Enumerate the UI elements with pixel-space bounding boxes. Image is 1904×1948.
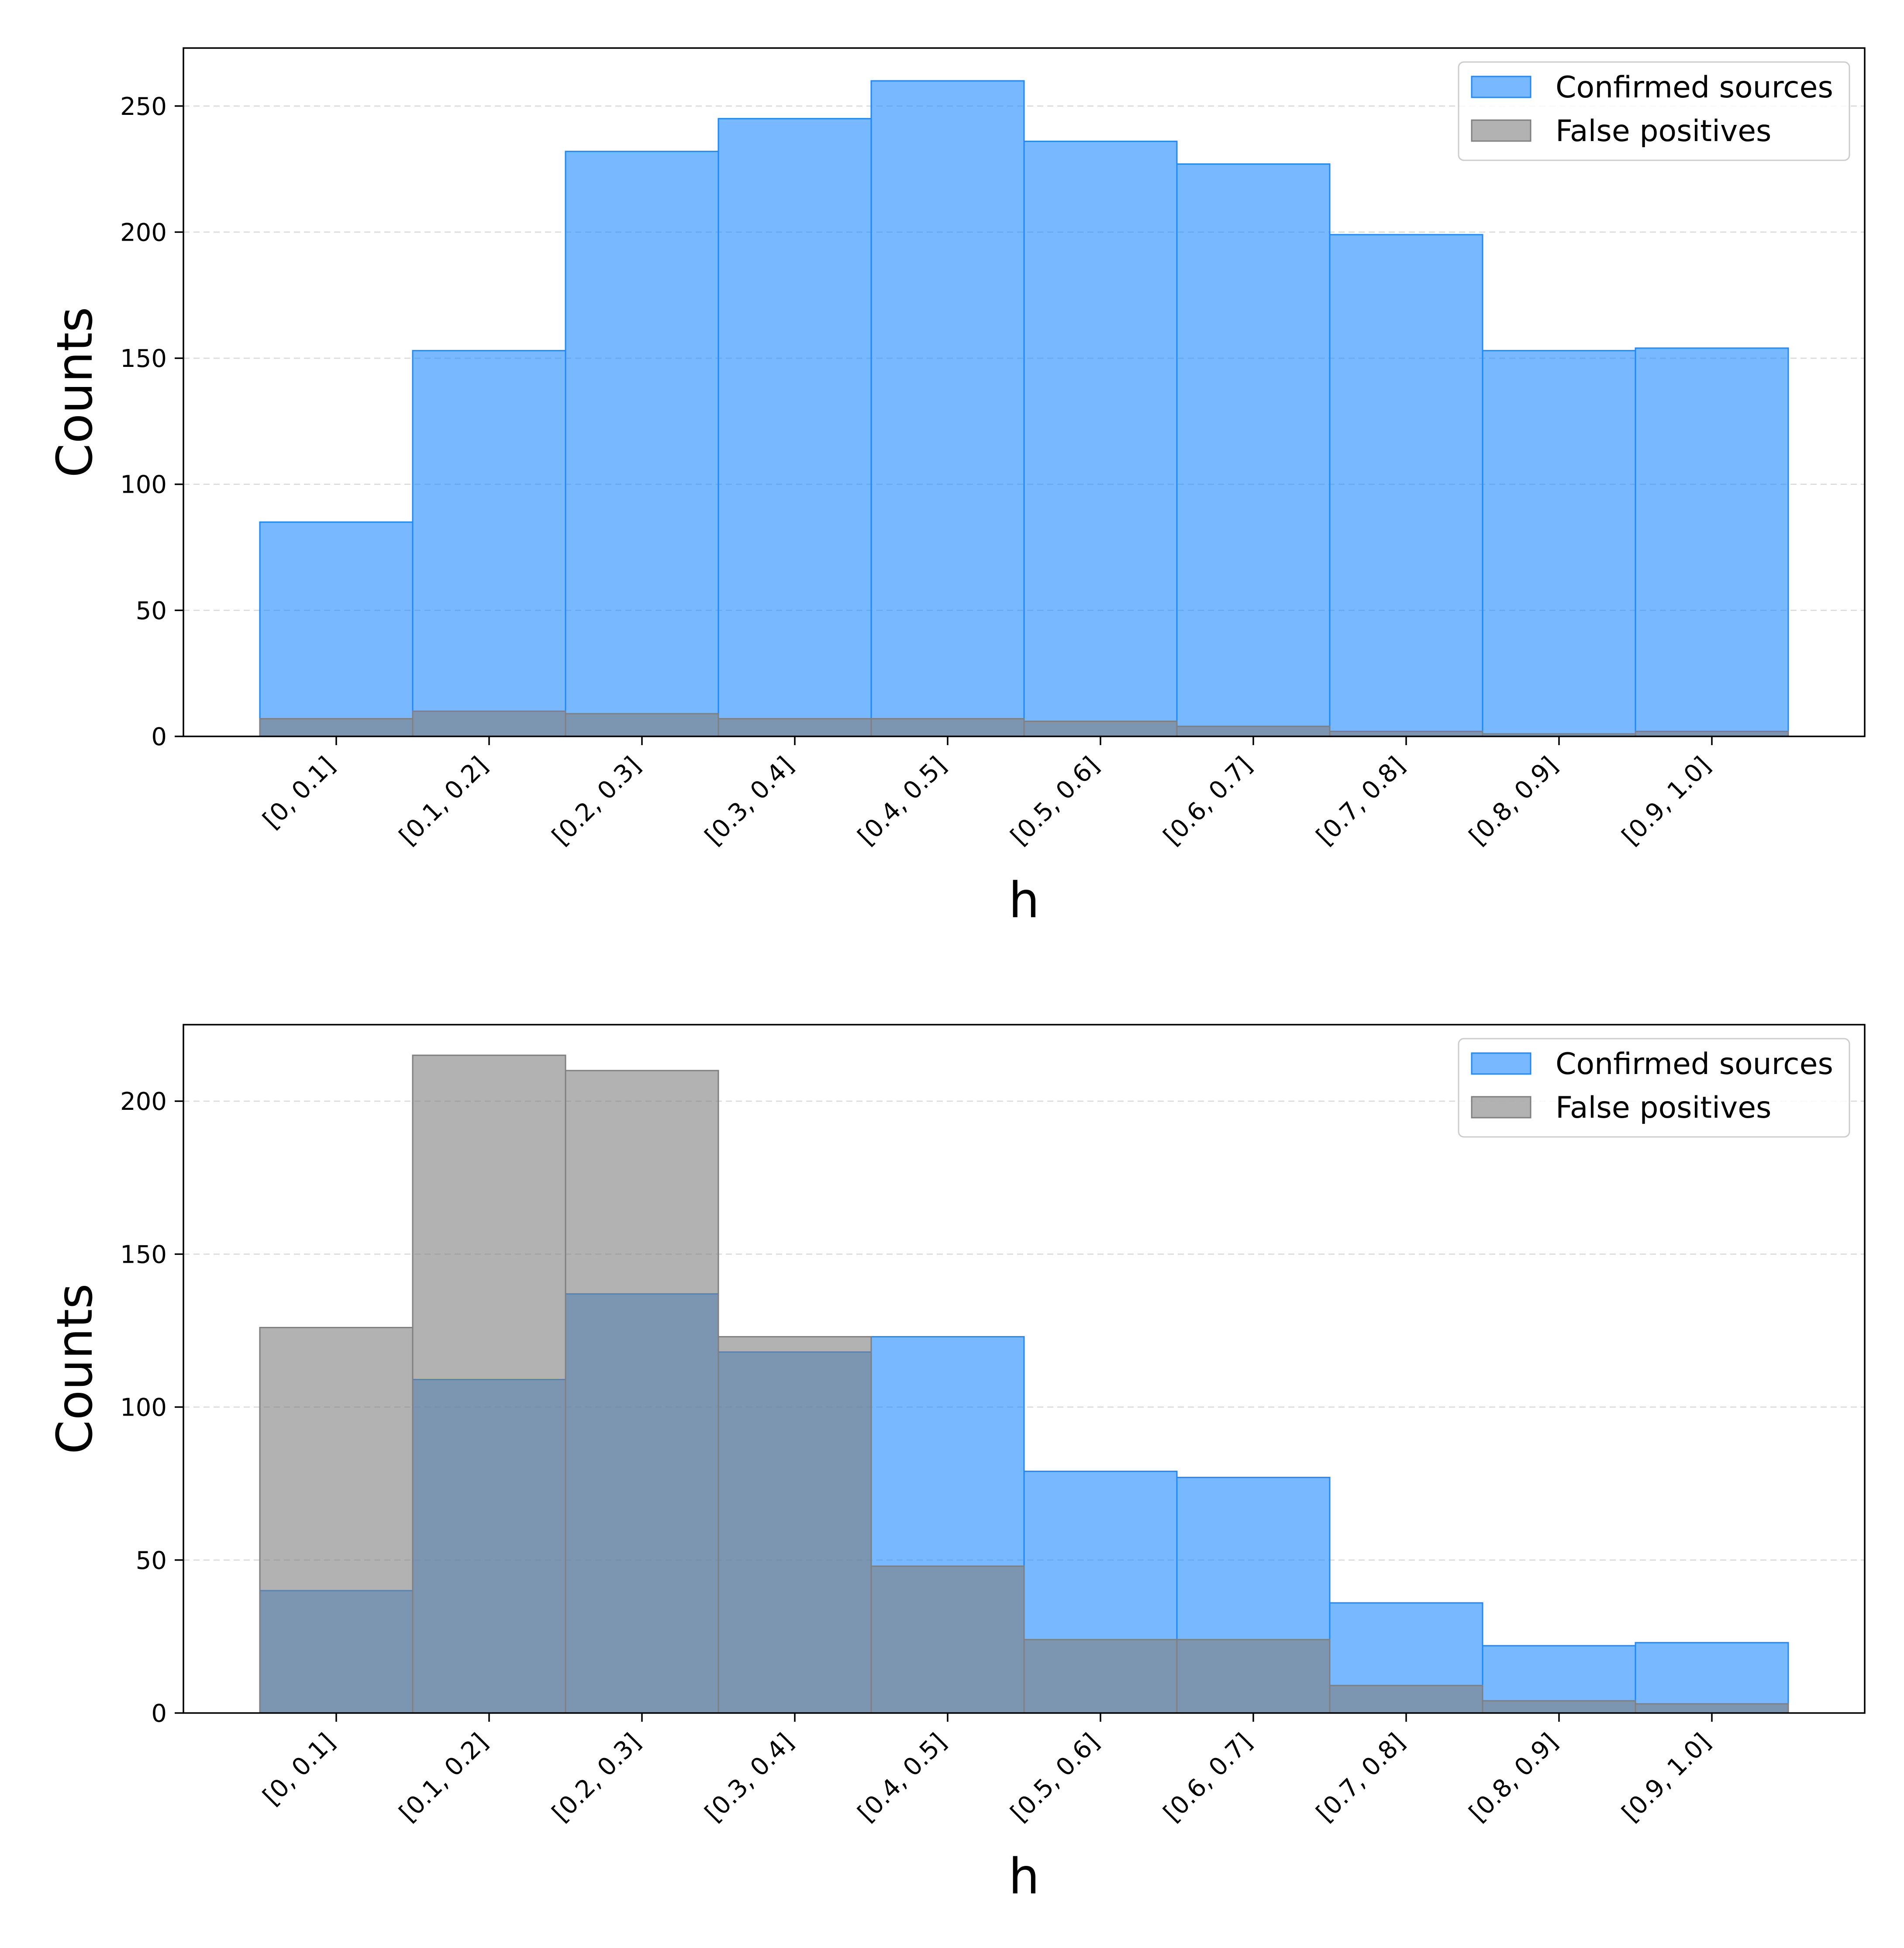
top-bar-false-positives — [717, 718, 872, 737]
bottom-bar-false-positives — [1329, 1685, 1483, 1714]
bottom-plot-frame — [183, 1024, 1866, 1714]
top-bar-confirmed — [259, 521, 414, 737]
top-x-axis-label: h — [1009, 872, 1040, 929]
top-y-tick-label: 50 — [136, 597, 167, 625]
bottom-legend-swatch-false-positives — [1471, 1096, 1531, 1119]
top-legend-label-false-positives: False positives — [1556, 114, 1771, 149]
top-legend-box — [1458, 61, 1850, 161]
top-bar-false-positives — [870, 718, 1025, 737]
bottom-y-tick-label: 0 — [151, 1699, 167, 1728]
top-y-ticks: 0 50 100 150 200 250 — [120, 93, 183, 751]
bottom-bar-false-positives — [412, 1054, 566, 1714]
bottom-y-ticks: 0 50 100 150 200 — [120, 1088, 183, 1728]
bottom-bar-confirmed — [1635, 1642, 1789, 1714]
bottom-legend-label-confirmed: Confirmed sources — [1556, 1047, 1833, 1081]
top-legend: Confirmed sources False positives — [1458, 61, 1850, 161]
bottom-y-tick-label: 100 — [120, 1394, 167, 1422]
top-bar-confirmed — [870, 80, 1025, 737]
bottom-x-axis-label: h — [1009, 1848, 1040, 1905]
top-y-tick-label: 0 — [151, 723, 167, 751]
top-bar-false-positives — [1023, 720, 1178, 737]
top-legend-swatch-confirmed — [1471, 76, 1531, 98]
top-bar-confirmed — [1176, 163, 1331, 737]
bottom-y-axis-label: Counts — [47, 1284, 103, 1454]
bottom-bar-false-positives — [1482, 1700, 1636, 1714]
top-series-confirmed — [259, 80, 1789, 737]
top-bar-false-positives — [1176, 725, 1331, 737]
bottom-bar-false-positives — [259, 1326, 414, 1714]
top-bar-false-positives — [565, 713, 719, 737]
top-bar-false-positives — [259, 718, 414, 737]
top-plot-frame — [183, 47, 1866, 737]
top-bar-false-positives — [412, 710, 566, 737]
top-y-tick-label: 250 — [120, 93, 167, 121]
bottom-y-tick-label: 50 — [136, 1547, 167, 1575]
bottom-bar-false-positives — [1023, 1639, 1178, 1714]
bottom-bar-false-positives — [717, 1336, 872, 1714]
top-bar-confirmed — [565, 151, 719, 737]
bottom-legend-box — [1458, 1038, 1850, 1138]
bottom-bar-false-positives — [565, 1070, 719, 1714]
bottom-series-false-positives — [259, 1054, 1789, 1714]
bottom-bar-false-positives — [870, 1565, 1025, 1714]
bottom-legend-swatch-confirmed — [1471, 1052, 1531, 1075]
bottom-y-tick-label: 200 — [120, 1088, 167, 1116]
bottom-legend: Confirmed sources False positives — [1458, 1038, 1850, 1138]
top-bar-confirmed — [412, 350, 566, 737]
top-y-tick-label: 150 — [120, 345, 167, 373]
top-y-tick-label: 200 — [120, 218, 167, 247]
bottom-bar-false-positives — [1176, 1639, 1331, 1714]
bottom-legend-label-false-positives: False positives — [1556, 1091, 1771, 1125]
bottom-bar-false-positives — [1635, 1703, 1789, 1714]
top-bar-confirmed — [1329, 234, 1483, 737]
top-bar-confirmed — [717, 118, 872, 737]
top-y-axis-label: Counts — [47, 307, 103, 478]
top-bar-confirmed — [1482, 350, 1636, 737]
top-series-false-positives — [259, 710, 1789, 737]
top-y-tick-label: 100 — [120, 471, 167, 499]
top-bar-confirmed — [1023, 141, 1178, 737]
top-legend-label-confirmed: Confirmed sources — [1556, 70, 1833, 105]
top-legend-swatch-false-positives — [1471, 119, 1531, 142]
bottom-y-tick-label: 150 — [120, 1240, 167, 1269]
top-bar-confirmed — [1635, 347, 1789, 737]
